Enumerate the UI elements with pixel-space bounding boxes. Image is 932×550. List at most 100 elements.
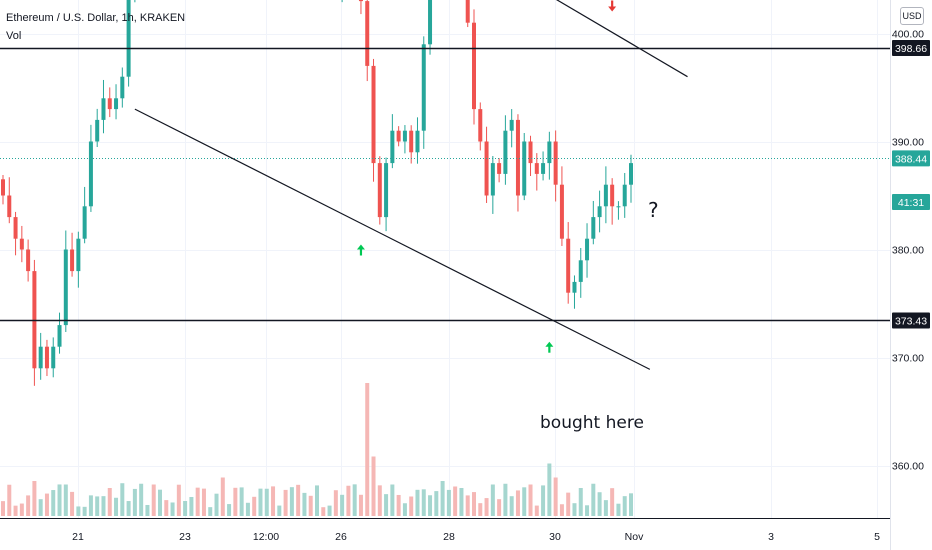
volume-bar [38,499,43,516]
currency-button[interactable]: USD [900,7,924,25]
candle-body [51,346,56,369]
volume-bar [227,504,232,516]
volume-bar [421,489,426,516]
candle-body [629,163,633,185]
volume-bar [44,493,49,516]
volume-bar [465,495,470,516]
volume-bar [472,492,476,516]
y-tick-label: 400.00 [892,29,924,41]
price-tag-current [892,150,930,167]
candle-body [371,65,376,164]
candle-body [522,141,527,196]
volume-bar [591,483,596,516]
price-tag-text-support: 373.43 [895,315,927,327]
volume-bar [195,487,200,516]
volume-bar [239,487,244,516]
green-arrow-2 [545,341,554,353]
candle-body [610,184,615,207]
candle-body [126,0,131,77]
volume-bar [440,481,445,516]
candle-body [107,98,112,110]
volume-bar [233,487,238,516]
candle-body [566,238,571,293]
price-tag-text-countdown: 41:31 [898,197,924,209]
candle-body [114,98,119,110]
volume-bar [553,477,558,516]
symbol-title[interactable]: Ethereum / U.S. Dollar, 1h, KRAKEN [6,12,186,24]
volume-bar [453,486,458,516]
volume-label[interactable]: Vol [6,30,22,42]
volume-bar [7,484,12,516]
y-tick-label: 380.00 [892,245,924,257]
candle-body [559,184,564,239]
candle-body [402,130,407,142]
candle-body [7,195,12,218]
green-arrow-1 [356,244,365,256]
volume-bar [428,495,433,516]
volume-bar [70,491,75,516]
x-tick-label: Nov [625,531,644,543]
candle-body [428,0,433,45]
volume-bar [566,492,571,516]
volume-bar [585,505,590,516]
volume-bar [283,489,288,516]
volume-bar [107,488,112,516]
volume-bar [158,489,162,516]
candle-body [490,163,495,196]
volume-bar [572,503,577,516]
volume-bar [252,496,257,516]
candle-body [528,141,533,164]
candle-body [509,119,514,131]
candle-body [70,249,75,272]
candle-body [541,163,546,174]
candle-body [421,44,426,131]
candle-body [358,0,363,2]
volume-bar [559,504,564,516]
volume-bar [541,485,546,516]
volume-bar [358,494,363,516]
volume-bar [164,500,169,516]
candle-body [484,141,489,196]
volume-bar [245,502,250,516]
volume-bar [377,485,382,516]
y-tick-label: 390.00 [892,137,924,149]
volume-bar [484,498,489,516]
x-tick-label: 3 [768,531,774,543]
volume-bar [19,503,24,516]
candle-body [534,163,539,174]
volume-bar [459,487,464,516]
candle-body [572,281,577,293]
volume-bar [371,456,376,516]
candle-body [19,238,24,250]
volume-bar [126,501,131,516]
volume-bar [597,492,602,516]
volume-bar [258,488,263,516]
candle-body [57,325,62,347]
volume-bar [327,505,332,516]
volume-bar [26,495,31,516]
volume-bar [402,503,407,516]
volume-bar [95,496,100,516]
volume-bar [390,484,395,516]
candle-body [101,98,106,120]
price-tag-support [892,312,930,329]
volume-bar [603,500,608,516]
candle-body [63,249,68,326]
candle-body [88,141,93,207]
candle-body [95,119,100,142]
volume-bar [1,501,5,516]
volume-bar [629,493,633,516]
volume-bar [176,484,181,516]
volume-bar [509,496,514,516]
upper-channel-line [556,0,688,78]
volume-bar [308,495,313,516]
volume-bar [352,484,357,516]
candle-body [603,184,608,207]
volume-bar [515,490,520,516]
candle-body [497,163,502,174]
candle-body [396,130,401,142]
volume-bar [82,506,87,516]
x-tick-label: 5 [874,531,880,543]
